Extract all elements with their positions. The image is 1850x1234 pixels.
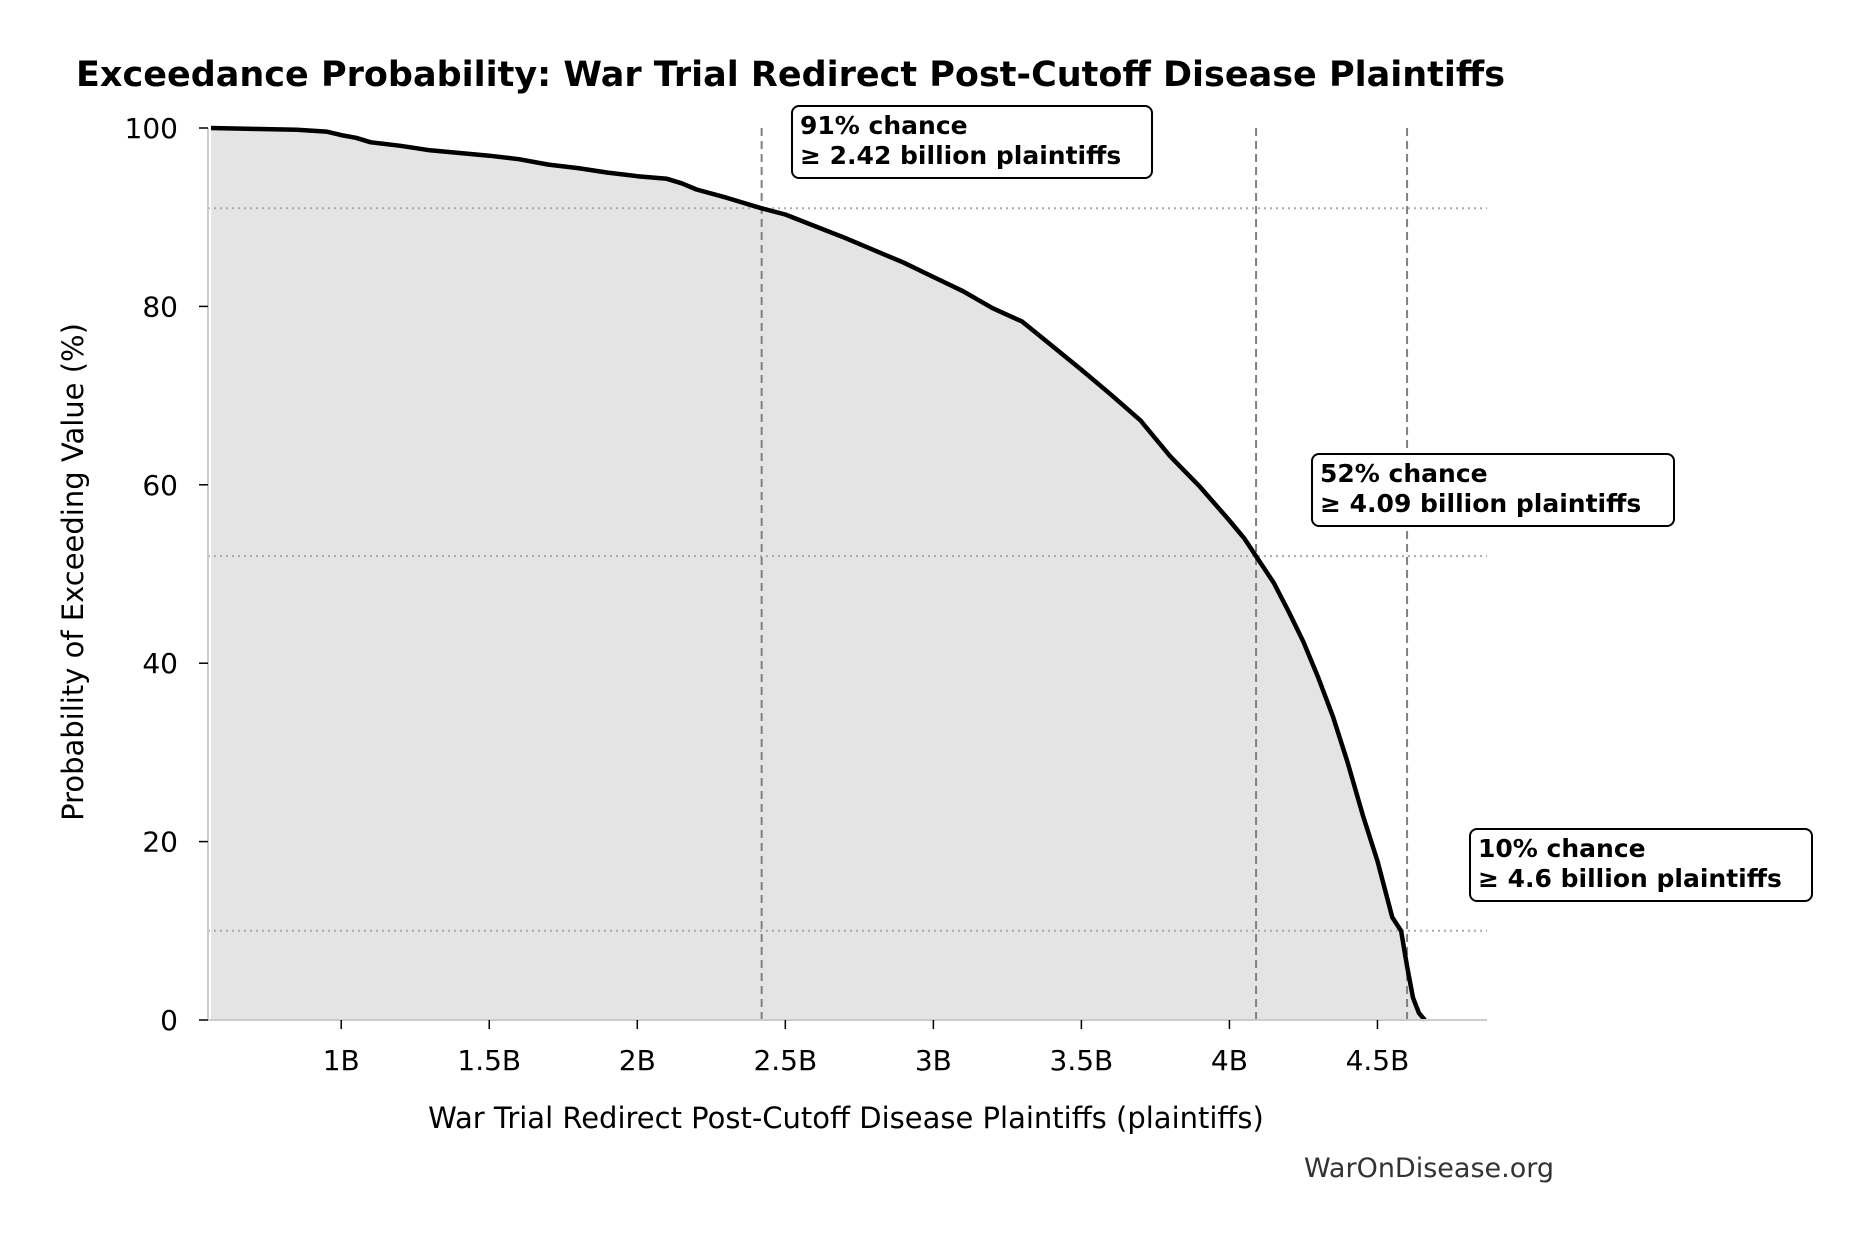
x-tick-label: 3.5B [1050, 1044, 1114, 1077]
y-axis-label: Probability of Exceeding Value (%) [56, 323, 90, 821]
threshold-annotation: 10% chance≥ 4.6 billion plaintiffs [1469, 828, 1813, 902]
annotation-line-2: ≥ 2.42 billion plaintiffs [800, 141, 1121, 170]
x-tick-label: 1B [323, 1044, 360, 1077]
annotation-box [791, 105, 1153, 179]
x-axis-ticks: 1B 1.5B 2B 2.5B 3B 3.5B 4B 4.5B [323, 1020, 1410, 1077]
annotation-line-1: 91% chance [800, 111, 968, 140]
y-tick-label: 60 [142, 469, 178, 502]
y-axis-ticks: 0 20 40 60 80 100 [125, 112, 208, 1037]
annotation-box [1469, 828, 1813, 902]
annotation-line-1: 52% chance [1320, 459, 1488, 488]
annotation-line-1: 10% chance [1478, 834, 1646, 863]
watermark: WarOnDisease.org [1304, 1153, 1554, 1184]
x-tick-label: 4.5B [1346, 1044, 1410, 1077]
y-tick-label: 0 [160, 1004, 178, 1037]
y-tick-label: 20 [142, 826, 178, 859]
x-tick-label: 4B [1211, 1044, 1248, 1077]
x-tick-label: 3B [915, 1044, 952, 1077]
y-tick-label: 40 [142, 647, 178, 680]
annotation-box [1311, 453, 1675, 527]
y-tick-label: 100 [125, 112, 178, 145]
y-tick-label: 80 [142, 290, 178, 323]
exceedance-fill-area [211, 128, 1425, 1020]
x-tick-label: 2B [619, 1044, 656, 1077]
x-axis-label: War Trial Redirect Post-Cutoff Disease P… [428, 1101, 1264, 1135]
x-tick-label: 2.5B [753, 1044, 817, 1077]
threshold-vertical-lines [760, 128, 1409, 1020]
exceedance-curve [210, 125, 1427, 1022]
threshold-annotations: 91% chance≥ 2.42 billion plaintiffs 52% c… [791, 105, 1813, 902]
x-tick-label: 1.5B [457, 1044, 521, 1077]
threshold-annotation: 52% chance≥ 4.09 billion plaintiffs [1311, 453, 1675, 527]
plot-area [207, 125, 1487, 1022]
threshold-annotation: 91% chance≥ 2.42 billion plaintiffs [791, 105, 1153, 179]
annotation-line-2: ≥ 4.6 billion plaintiffs [1478, 864, 1782, 893]
chart-title: Exceedance Probability: War Trial Redire… [76, 55, 1505, 95]
annotation-line-2: ≥ 4.09 billion plaintiffs [1320, 489, 1641, 518]
